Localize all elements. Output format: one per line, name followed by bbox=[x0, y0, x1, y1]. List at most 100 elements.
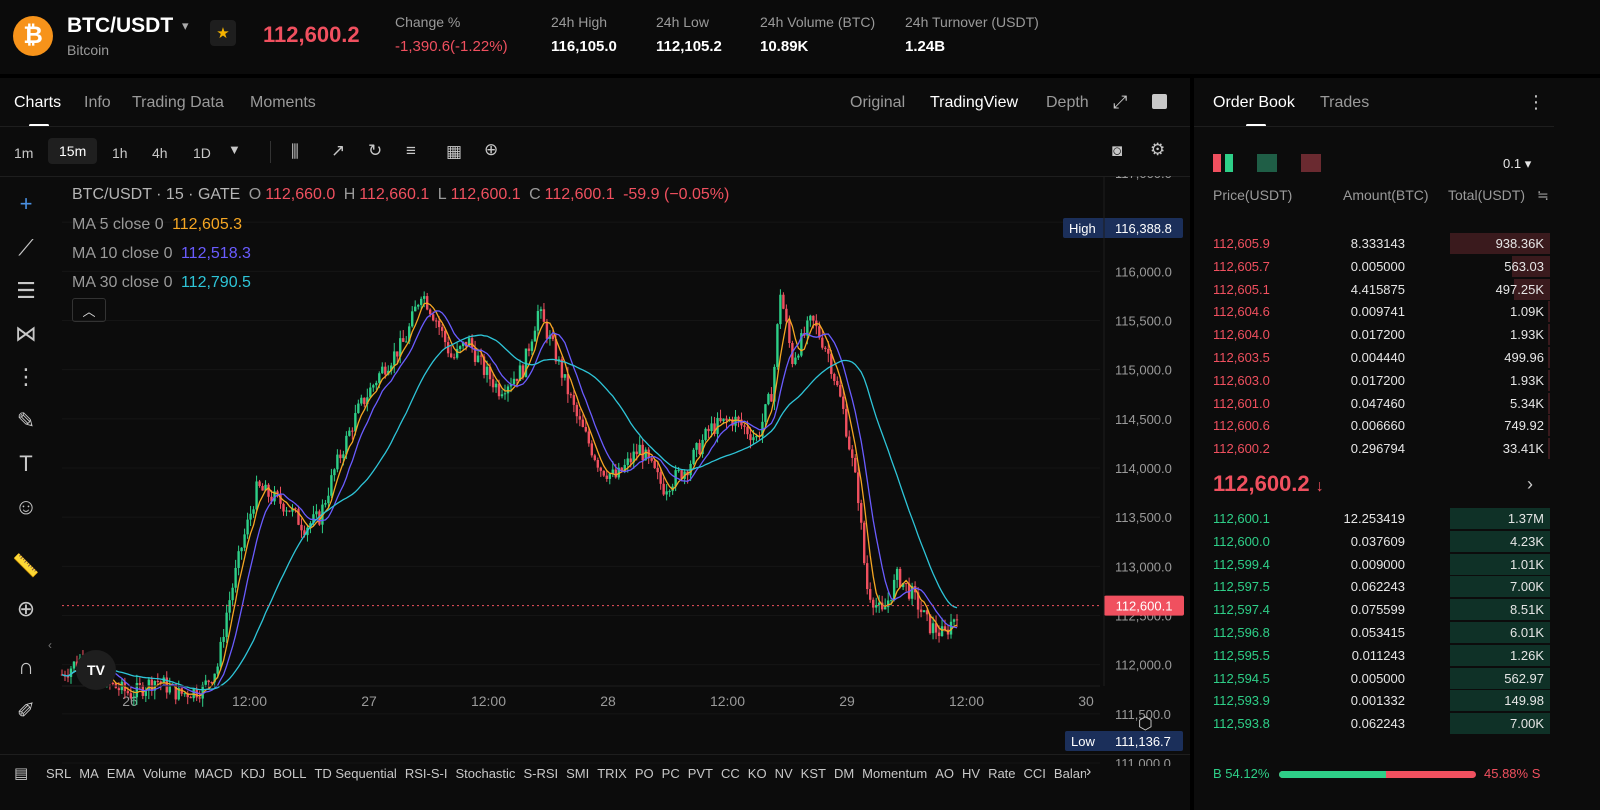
indicator-boll[interactable]: BOLL bbox=[273, 766, 307, 781]
bid-row[interactable]: 112,597.5 0.062243 7.00K bbox=[1194, 576, 1554, 599]
indicator-pvt[interactable]: PVT bbox=[687, 766, 714, 781]
view-tradingview[interactable]: TradingView bbox=[930, 94, 1019, 111]
pair-selector[interactable]: BTC/USDT bbox=[67, 14, 174, 37]
ask-row[interactable]: 112,605.9 8.333143 938.36K bbox=[1194, 233, 1554, 256]
bid-row[interactable]: 112,593.8 0.062243 7.00K bbox=[1194, 713, 1554, 736]
crosshair-icon[interactable]: + bbox=[19, 191, 33, 216]
view-depth[interactable]: Depth bbox=[1046, 94, 1089, 111]
fib-icon[interactable]: ⋮ bbox=[15, 364, 37, 389]
indicator-kdj[interactable]: KDJ bbox=[240, 766, 266, 781]
indicator-ko[interactable]: KO bbox=[747, 766, 767, 781]
ask-row[interactable]: 112,601.0 0.047460 5.34K bbox=[1194, 392, 1554, 416]
ask-row[interactable]: 112,604.6 0.009741 1.09K bbox=[1194, 301, 1554, 324]
bid-row[interactable]: 112,594.5 0.005000 562.97 bbox=[1194, 667, 1554, 691]
bid-row[interactable]: 112,600.0 0.037609 4.23K bbox=[1194, 530, 1554, 554]
layout-toggle-icon[interactable] bbox=[1152, 94, 1167, 109]
calendar-icon[interactable]: ▤ bbox=[14, 765, 29, 782]
indicator-rsi-s-i[interactable]: RSI-S-I bbox=[404, 766, 448, 781]
indicator-balan[interactable]: Balan bbox=[1053, 766, 1086, 781]
interval-1h[interactable]: 1h bbox=[112, 145, 128, 161]
ask-row[interactable]: 112,605.7 0.005000 563.03 bbox=[1194, 255, 1554, 279]
add-icon[interactable]: ⊕ bbox=[484, 140, 499, 159]
replay-icon[interactable]: ↻ bbox=[368, 141, 383, 160]
indicator-s-rsi[interactable]: S-RSI bbox=[523, 766, 559, 781]
indicator-td-sequential[interactable]: TD Sequential bbox=[314, 766, 397, 781]
trend-line-icon[interactable]: ⟋ bbox=[18, 235, 34, 260]
collapse-toolbar-icon[interactable]: ‹ bbox=[48, 638, 52, 652]
view-asks-icon[interactable] bbox=[1301, 154, 1321, 172]
interval-1m[interactable]: 1m bbox=[14, 145, 34, 161]
lock-icon[interactable]: ✐ bbox=[16, 698, 36, 723]
indicator-kst[interactable]: KST bbox=[800, 766, 826, 781]
ask-row[interactable]: 112,603.5 0.004440 499.96 bbox=[1194, 347, 1554, 370]
axis-settings-icon[interactable]: ⬡ bbox=[1138, 714, 1153, 733]
indicator-dm[interactable]: DM bbox=[833, 766, 855, 781]
indicator-rate[interactable]: Rate bbox=[988, 766, 1016, 781]
indicator-ao[interactable]: AO bbox=[935, 766, 954, 781]
ruler-icon[interactable]: 📏 bbox=[12, 553, 40, 578]
view-bids-icon[interactable] bbox=[1257, 154, 1277, 172]
ask-row[interactable]: 112,605.1 4.415875 497.25K bbox=[1194, 278, 1554, 302]
indicator-srl[interactable]: SRL bbox=[46, 766, 72, 781]
precision-select[interactable]: 0.1 ▾ bbox=[1503, 156, 1532, 171]
indicator-cci[interactable]: CCI bbox=[1023, 766, 1046, 781]
view-both-icon[interactable] bbox=[1213, 154, 1233, 172]
text-icon[interactable]: T bbox=[19, 451, 33, 476]
indicator-ema[interactable]: EMA bbox=[106, 766, 135, 781]
ask-row[interactable]: 112,603.0 0.017200 1.93K bbox=[1194, 369, 1554, 393]
view-original[interactable]: Original bbox=[850, 94, 906, 111]
tab-trading-data[interactable]: Trading Data bbox=[132, 94, 224, 111]
candlestick-chart[interactable]: 117,000.0116,500.0116,000.0115,500.0115,… bbox=[0, 176, 1190, 766]
indicator-macd[interactable]: MACD bbox=[194, 766, 233, 781]
gear-icon[interactable]: ⚙ bbox=[1150, 140, 1166, 159]
ask-row[interactable]: 112,604.0 0.017200 1.93K bbox=[1194, 324, 1554, 347]
magnet-icon[interactable]: ∩ bbox=[18, 654, 34, 679]
interval-1d[interactable]: 1D bbox=[193, 145, 211, 161]
chevron-down-icon[interactable]: ▾ bbox=[182, 18, 189, 33]
indicators-icon[interactable]: ↗ bbox=[331, 141, 346, 160]
indicator-po[interactable]: PO bbox=[634, 766, 654, 781]
indicator-smi[interactable]: SMI bbox=[566, 766, 590, 781]
layout-grid-icon[interactable]: ▦ bbox=[446, 142, 463, 161]
templates-icon[interactable]: ≡ bbox=[406, 141, 416, 160]
indicator-ma[interactable]: MA bbox=[79, 766, 99, 781]
indicator-hv[interactable]: HV bbox=[962, 766, 981, 781]
bid-row[interactable]: 112,597.4 0.075599 8.51K bbox=[1194, 599, 1554, 622]
zoom-icon[interactable]: ⊕ bbox=[16, 596, 36, 621]
tab-order-book[interactable]: Order Book bbox=[1213, 94, 1295, 111]
brush-icon[interactable]: ✎ bbox=[16, 408, 36, 433]
ask-row[interactable]: 112,600.2 0.296794 33.41K bbox=[1194, 438, 1554, 461]
tab-moments[interactable]: Moments bbox=[250, 94, 316, 111]
chevron-down-icon[interactable]: ▼ bbox=[228, 142, 241, 157]
indicator-pc[interactable]: PC bbox=[661, 766, 680, 781]
interval-4h[interactable]: 4h bbox=[152, 145, 168, 161]
emoji-icon[interactable]: ☺ bbox=[14, 494, 38, 519]
chevron-right-icon[interactable]: › bbox=[1527, 474, 1533, 494]
tab-info[interactable]: Info bbox=[84, 94, 111, 111]
bid-row[interactable]: 112,595.5 0.011243 1.26K bbox=[1194, 644, 1554, 668]
indicator-momentum[interactable]: Momentum bbox=[862, 766, 928, 781]
indicator-nv[interactable]: NV bbox=[774, 766, 793, 781]
bid-row[interactable]: 112,600.1 12.253419 1.37M bbox=[1194, 508, 1554, 531]
interval-15m[interactable]: 15m bbox=[48, 138, 98, 164]
indicator-trix[interactable]: TRIX bbox=[597, 766, 627, 781]
toggle-total-icon[interactable]: ≒ bbox=[1537, 187, 1549, 203]
chevron-right-icon[interactable]: › bbox=[1086, 763, 1092, 780]
tab-charts[interactable]: Charts bbox=[14, 94, 62, 111]
indicator-stochastic[interactable]: Stochastic bbox=[455, 766, 516, 781]
camera-icon[interactable]: ◙ bbox=[1112, 141, 1123, 160]
ask-row[interactable]: 112,600.6 0.006660 749.92 bbox=[1194, 415, 1554, 438]
fullscreen-icon[interactable]: ⤢ bbox=[1113, 92, 1128, 112]
star-icon[interactable]: ★ bbox=[210, 20, 236, 46]
legend-collapse-button[interactable]: ︿ bbox=[72, 298, 106, 322]
pattern-icon[interactable]: ⋈ bbox=[15, 321, 37, 346]
bid-row[interactable]: 112,599.4 0.009000 1.01K bbox=[1194, 553, 1554, 577]
tab-trades[interactable]: Trades bbox=[1320, 94, 1370, 111]
horizontal-lines-icon[interactable]: ☰ bbox=[16, 278, 36, 303]
bid-row[interactable]: 112,596.8 0.053415 6.01K bbox=[1194, 622, 1554, 645]
indicator-cc[interactable]: CC bbox=[721, 766, 740, 781]
more-icon[interactable]: ⋮ bbox=[1527, 92, 1545, 112]
candle-type-icon[interactable]: ⫼ bbox=[291, 142, 299, 161]
bid-row[interactable]: 112,593.9 0.001332 149.98 bbox=[1194, 690, 1554, 713]
indicator-volume[interactable]: Volume bbox=[142, 766, 187, 781]
